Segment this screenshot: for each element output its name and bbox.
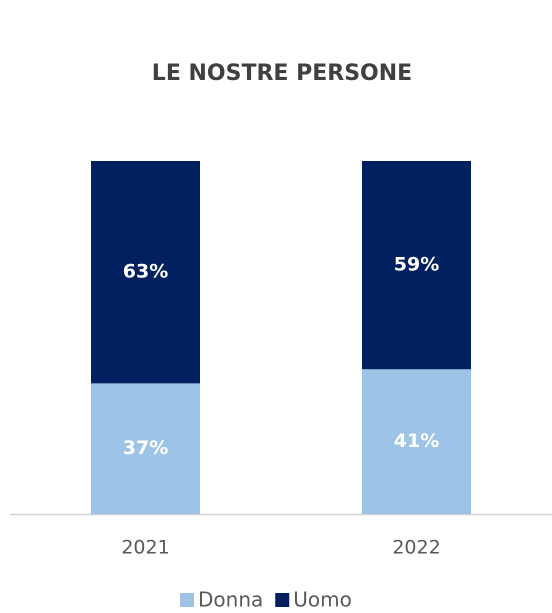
data-label: 63%	[123, 261, 168, 283]
bar-segment	[91, 383, 200, 514]
bar-segment	[362, 161, 471, 370]
data-label: 37%	[123, 437, 168, 459]
data-label: 41%	[394, 430, 439, 452]
legend-swatch	[275, 593, 290, 607]
legend-label: Uomo	[293, 588, 352, 610]
x-tick-label: 2021	[121, 537, 169, 559]
x-tick-label: 2022	[392, 537, 440, 559]
data-label: 59%	[394, 254, 439, 276]
legend-swatch	[180, 593, 194, 607]
chart-title: LE NOSTRE PERSONE	[152, 61, 412, 86]
bar-segment	[91, 161, 200, 384]
legend-label: Donna	[198, 588, 263, 610]
bar-segment	[362, 369, 471, 514]
